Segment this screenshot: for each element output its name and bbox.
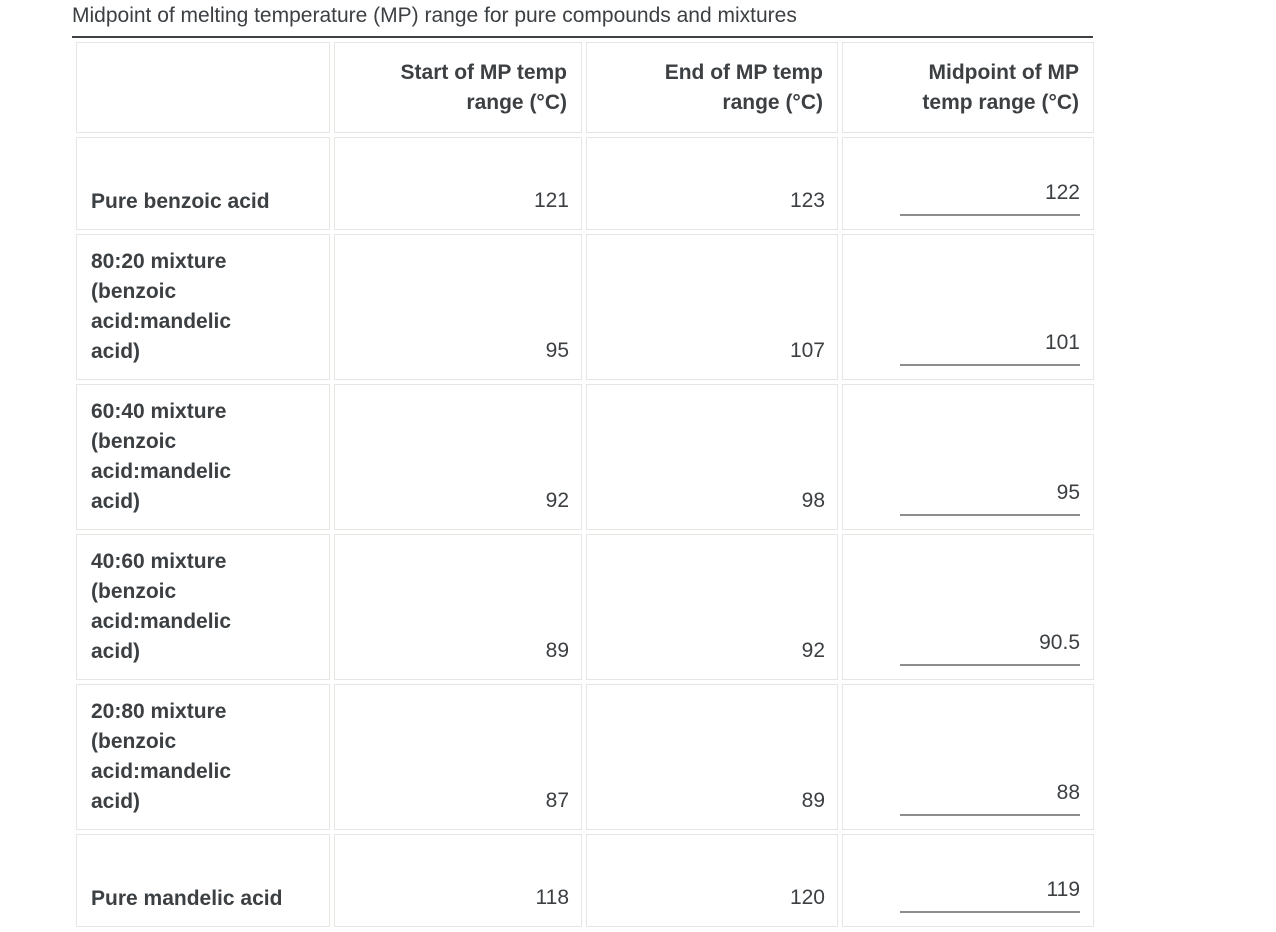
title-rule: [72, 36, 1093, 38]
row-label: 80:20 mixture (benzoic acid:mandelic aci…: [76, 234, 330, 380]
midpoint-cell: 122: [842, 137, 1094, 230]
column-header-blank: [76, 42, 330, 133]
midpoint-cell: 90.5: [842, 534, 1094, 680]
midpoint-cell: 119: [842, 834, 1094, 927]
row-label: Pure benzoic acid: [76, 137, 330, 230]
midpoint-answer-blank[interactable]: 122: [900, 181, 1080, 216]
end-value: 92: [586, 534, 838, 680]
start-value: 118: [334, 834, 582, 927]
column-header-end: End of MP temp range (°C): [586, 42, 838, 133]
start-value: 89: [334, 534, 582, 680]
midpoint-answer-blank[interactable]: 90.5: [900, 631, 1080, 666]
start-value: 121: [334, 137, 582, 230]
row-label: 20:80 mixture (benzoic acid:mandelic aci…: [76, 684, 330, 830]
header-row: Start of MP temp range (°C) End of MP te…: [76, 42, 1094, 133]
start-value: 92: [334, 384, 582, 530]
row-label: 60:40 mixture (benzoic acid:mandelic aci…: [76, 384, 330, 530]
midpoint-answer-blank[interactable]: 119: [900, 878, 1080, 913]
midpoint-answer-blank[interactable]: 95: [900, 481, 1080, 516]
table-row: 40:60 mixture (benzoic acid:mandelic aci…: [76, 534, 1094, 680]
table-row: 80:20 mixture (benzoic acid:mandelic aci…: [76, 234, 1094, 380]
end-value: 107: [586, 234, 838, 380]
column-header-start: Start of MP temp range (°C): [334, 42, 582, 133]
row-label: 40:60 mixture (benzoic acid:mandelic aci…: [76, 534, 330, 680]
midpoint-cell: 88: [842, 684, 1094, 830]
end-value: 89: [586, 684, 838, 830]
table-row: 60:40 mixture (benzoic acid:mandelic aci…: [76, 384, 1094, 530]
table-row: Pure benzoic acid 121 123 122: [76, 137, 1094, 230]
midpoint-cell: 101: [842, 234, 1094, 380]
mp-table: Start of MP temp range (°C) End of MP te…: [72, 38, 1098, 931]
midpoint-answer-blank[interactable]: 101: [900, 331, 1080, 366]
column-header-midpoint: Midpoint of MP temp range (°C): [842, 42, 1094, 133]
end-value: 120: [586, 834, 838, 927]
row-label: Pure mandelic acid: [76, 834, 330, 927]
table-row: Pure mandelic acid 118 120 119: [76, 834, 1094, 927]
start-value: 87: [334, 684, 582, 830]
table-row: 20:80 mixture (benzoic acid:mandelic aci…: [76, 684, 1094, 830]
end-value: 123: [586, 137, 838, 230]
midpoint-cell: 95: [842, 384, 1094, 530]
midpoint-answer-blank[interactable]: 88: [900, 781, 1080, 816]
end-value: 98: [586, 384, 838, 530]
start-value: 95: [334, 234, 582, 380]
table-title: Midpoint of melting temperature (MP) ran…: [72, 4, 797, 27]
